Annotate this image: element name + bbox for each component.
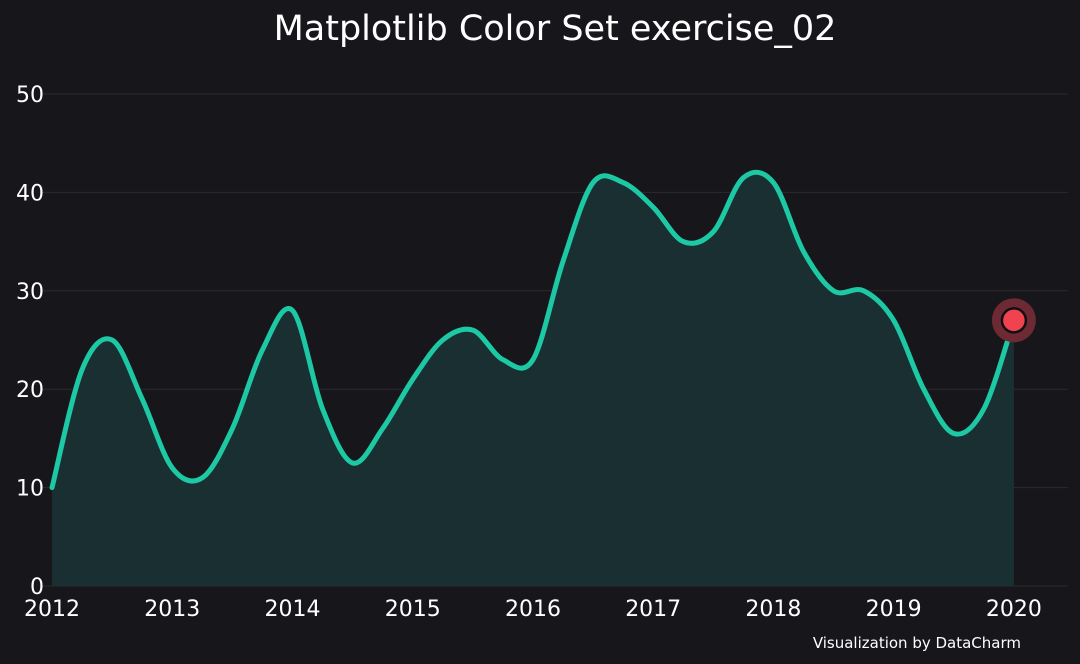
- x-tick-label: 2020: [986, 597, 1042, 622]
- x-axis-ticks: 2012 2013 2014 2015 2016 2017 2018 2019 2020: [24, 597, 1042, 622]
- y-tick-label: 0: [30, 575, 44, 600]
- y-tick-label: 40: [16, 181, 44, 206]
- y-tick-label: 10: [16, 477, 44, 502]
- credit-text: Visualization by DataCharm: [813, 634, 1021, 652]
- x-tick-label: 2017: [625, 597, 681, 622]
- y-axis-ticks: 0 10 20 30 40 50: [16, 83, 44, 600]
- x-tick-label: 2015: [385, 597, 441, 622]
- series-line: [49, 169, 1017, 491]
- y-tick-label: 30: [16, 280, 44, 305]
- area-fill: [52, 172, 1014, 586]
- chart-title: Matplotlib Color Set exercise_02: [274, 9, 837, 49]
- x-tick-label: 2016: [505, 597, 561, 622]
- x-tick-label: 2013: [144, 597, 200, 622]
- x-tick-label: 2012: [24, 597, 80, 622]
- x-tick-label: 2018: [745, 597, 801, 622]
- x-tick-label: 2014: [264, 597, 320, 622]
- highlight-marker: [1000, 307, 1028, 334]
- x-tick-label: 2019: [866, 597, 922, 622]
- y-tick-label: 50: [16, 83, 44, 108]
- y-tick-label: 20: [16, 378, 44, 403]
